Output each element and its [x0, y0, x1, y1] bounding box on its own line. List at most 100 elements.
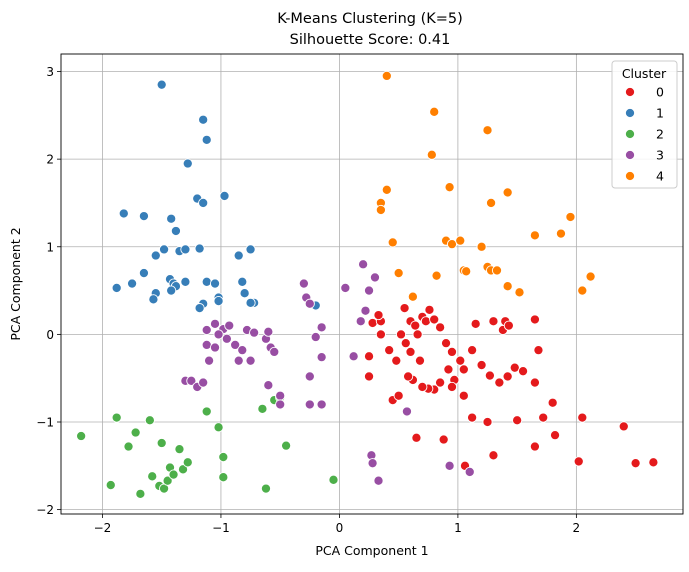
axis-ticks: −2 −1 0 1 2 −2 −1 0 1 2 3	[36, 65, 580, 535]
data-point-cluster-3	[209, 318, 221, 329]
data-point-cluster-3	[304, 399, 315, 410]
data-point-cluster-0	[529, 377, 540, 388]
data-point-cluster-4	[529, 230, 540, 241]
data-point-cluster-0	[488, 450, 499, 461]
x-tick-label: 1	[454, 521, 462, 535]
y-axis-label: PCA Component 2	[8, 227, 23, 340]
data-point-cluster-1	[245, 297, 256, 308]
data-point-cluster-1	[138, 211, 149, 222]
data-point-cluster-2	[213, 422, 224, 433]
legend-label-0: 0	[656, 85, 664, 100]
data-point-cluster-2	[260, 483, 272, 494]
data-point-cluster-0	[400, 338, 411, 349]
data-point-cluster-0	[470, 318, 481, 329]
data-point-cluster-1	[180, 276, 191, 287]
x-tick-label: −2	[94, 521, 112, 535]
x-tick-label: 0	[336, 521, 344, 535]
data-point-cluster-0	[446, 381, 458, 393]
data-point-cluster-4	[491, 265, 503, 276]
data-point-cluster-2	[328, 474, 339, 485]
data-point-cluster-3	[316, 322, 327, 333]
data-point-cluster-4	[381, 70, 392, 81]
y-tick-label: 1	[46, 240, 54, 254]
data-point-cluster-4	[486, 197, 497, 209]
data-point-cluster-0	[414, 355, 426, 366]
data-point-cluster-0	[455, 355, 466, 366]
data-point-cluster-0	[503, 320, 514, 331]
y-tick-label: −2	[36, 503, 54, 517]
data-point-cluster-4	[565, 211, 576, 223]
data-point-cluster-4	[387, 237, 398, 248]
data-point-cluster-1	[194, 303, 205, 314]
data-point-cluster-0	[509, 362, 520, 373]
data-point-cluster-3	[263, 326, 274, 337]
plot-area-frame	[60, 53, 684, 515]
data-point-cluster-2	[144, 415, 155, 426]
data-point-cluster-2	[162, 475, 173, 486]
y-tick-label: 2	[46, 153, 54, 167]
data-point-cluster-3	[373, 475, 384, 486]
x-tick-label: −1	[212, 521, 230, 535]
legend-label-4: 4	[656, 169, 664, 184]
data-point-cluster-0	[363, 371, 375, 382]
data-point-cluster-0	[435, 322, 446, 333]
data-point-cluster-2	[111, 412, 122, 423]
data-point-cluster-3	[237, 345, 248, 356]
data-point-cluster-4	[482, 125, 493, 136]
data-point-cluster-3	[358, 259, 369, 270]
data-point-cluster-3	[304, 371, 315, 382]
data-point-cluster-3	[198, 377, 209, 388]
chart-subtitle: Silhouette Score: 0.41	[290, 32, 451, 48]
data-point-cluster-0	[529, 441, 540, 452]
legend-marker-2	[624, 128, 636, 140]
data-point-cluster-2	[156, 437, 167, 449]
legend-label-3: 3	[656, 148, 664, 163]
data-point-cluster-0	[443, 364, 454, 375]
data-point-cluster-4	[455, 235, 466, 246]
data-points	[76, 70, 659, 499]
legend-entries: 0 1 2 3 4	[624, 85, 664, 184]
data-point-cluster-1	[170, 225, 181, 237]
data-point-cluster-0	[438, 434, 449, 445]
y-tick-label: −1	[36, 416, 54, 430]
y-tick-label: 0	[46, 328, 54, 342]
data-point-cluster-0	[446, 346, 458, 357]
data-point-cluster-3	[464, 466, 475, 477]
data-point-cluster-1	[194, 243, 205, 254]
legend-title: Cluster	[622, 66, 667, 81]
data-point-cluster-3	[209, 342, 221, 353]
data-point-cluster-0	[538, 412, 549, 423]
data-point-cluster-3	[213, 329, 224, 340]
data-point-cluster-3	[275, 390, 286, 401]
data-point-cluster-0	[373, 310, 384, 321]
data-point-cluster-3	[340, 282, 351, 293]
data-point-cluster-2	[201, 406, 212, 417]
data-point-cluster-0	[648, 457, 659, 468]
data-point-cluster-4	[429, 106, 440, 117]
data-point-cluster-0	[518, 366, 529, 377]
data-point-cluster-3	[230, 339, 241, 350]
data-point-cluster-1	[166, 285, 177, 296]
data-point-cluster-0	[512, 415, 523, 426]
data-point-cluster-4	[393, 267, 404, 279]
legend-label-2: 2	[656, 127, 664, 142]
data-point-cluster-0	[424, 304, 435, 315]
data-point-cluster-0	[533, 345, 544, 356]
data-point-cluster-3	[233, 355, 244, 366]
data-point-cluster-2	[123, 441, 134, 452]
data-point-cluster-4	[461, 266, 472, 277]
data-point-cluster-0	[482, 416, 493, 428]
data-point-cluster-0	[618, 421, 629, 432]
data-point-cluster-4	[555, 228, 567, 239]
data-point-cluster-3	[186, 375, 197, 386]
data-point-cluster-0	[391, 355, 402, 366]
data-point-cluster-3	[355, 316, 366, 327]
data-point-cluster-4	[514, 287, 525, 298]
x-axis-label: PCA Component 1	[315, 543, 428, 558]
legend-marker-4	[624, 170, 636, 182]
data-point-cluster-2	[177, 464, 189, 475]
data-point-cluster-4	[577, 285, 588, 296]
data-point-cluster-1	[201, 276, 212, 287]
data-point-cluster-0	[395, 329, 407, 340]
